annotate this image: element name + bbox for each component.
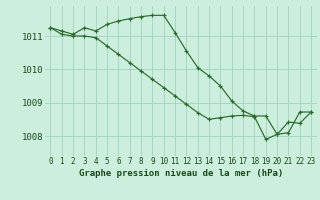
- X-axis label: Graphe pression niveau de la mer (hPa): Graphe pression niveau de la mer (hPa): [79, 169, 283, 178]
